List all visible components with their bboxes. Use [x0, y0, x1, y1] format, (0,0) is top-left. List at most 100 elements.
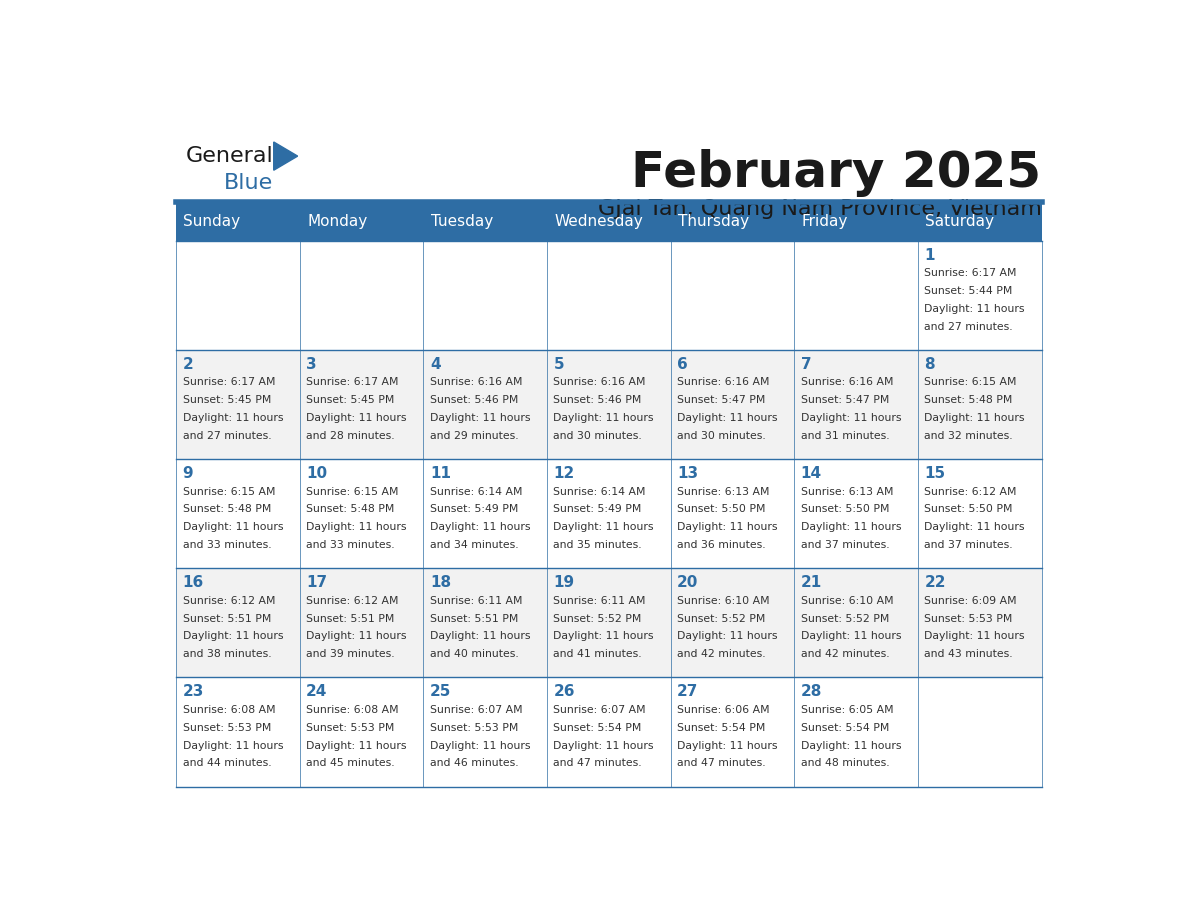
Text: Sunrise: 6:08 AM: Sunrise: 6:08 AM: [307, 705, 399, 715]
Text: Sunset: 5:46 PM: Sunset: 5:46 PM: [554, 396, 642, 406]
Text: Sunset: 5:53 PM: Sunset: 5:53 PM: [307, 722, 394, 733]
Text: and 39 minutes.: and 39 minutes.: [307, 649, 394, 659]
Text: Daylight: 11 hours: Daylight: 11 hours: [307, 413, 406, 423]
Text: Sunset: 5:53 PM: Sunset: 5:53 PM: [183, 722, 271, 733]
Text: Sunset: 5:48 PM: Sunset: 5:48 PM: [307, 504, 394, 514]
Text: Daylight: 11 hours: Daylight: 11 hours: [307, 632, 406, 642]
Bar: [176, 459, 1042, 568]
Text: Sunset: 5:48 PM: Sunset: 5:48 PM: [183, 504, 271, 514]
Text: Daylight: 11 hours: Daylight: 11 hours: [801, 632, 902, 642]
Text: Sunset: 5:52 PM: Sunset: 5:52 PM: [677, 613, 765, 623]
Text: Sunrise: 6:16 AM: Sunrise: 6:16 AM: [430, 377, 523, 387]
Text: Sunrise: 6:08 AM: Sunrise: 6:08 AM: [183, 705, 276, 715]
Text: Friday: Friday: [802, 214, 848, 229]
Text: and 43 minutes.: and 43 minutes.: [924, 649, 1013, 659]
Text: 14: 14: [801, 466, 822, 481]
Text: Sunset: 5:44 PM: Sunset: 5:44 PM: [924, 286, 1012, 297]
Text: Daylight: 11 hours: Daylight: 11 hours: [924, 304, 1025, 314]
Text: and 34 minutes.: and 34 minutes.: [430, 540, 518, 550]
Text: 8: 8: [924, 357, 935, 372]
Text: Sunrise: 6:17 AM: Sunrise: 6:17 AM: [307, 377, 399, 387]
Text: 12: 12: [554, 466, 575, 481]
Text: Sunset: 5:51 PM: Sunset: 5:51 PM: [183, 613, 271, 623]
Text: 28: 28: [801, 685, 822, 700]
Text: Daylight: 11 hours: Daylight: 11 hours: [430, 741, 530, 751]
Text: 13: 13: [677, 466, 699, 481]
Text: Sunset: 5:46 PM: Sunset: 5:46 PM: [430, 396, 518, 406]
Text: Sunset: 5:50 PM: Sunset: 5:50 PM: [924, 504, 1013, 514]
Text: 17: 17: [307, 576, 328, 590]
Text: 1: 1: [924, 248, 935, 263]
Text: Sunrise: 6:09 AM: Sunrise: 6:09 AM: [924, 596, 1017, 606]
Text: and 33 minutes.: and 33 minutes.: [183, 540, 271, 550]
Text: Sunset: 5:53 PM: Sunset: 5:53 PM: [430, 722, 518, 733]
Text: Daylight: 11 hours: Daylight: 11 hours: [677, 632, 778, 642]
Text: 11: 11: [430, 466, 450, 481]
Text: Daylight: 11 hours: Daylight: 11 hours: [677, 522, 778, 532]
Text: Daylight: 11 hours: Daylight: 11 hours: [554, 741, 653, 751]
Text: and 28 minutes.: and 28 minutes.: [307, 431, 394, 441]
Text: Sunrise: 6:10 AM: Sunrise: 6:10 AM: [677, 596, 770, 606]
Text: Daylight: 11 hours: Daylight: 11 hours: [307, 741, 406, 751]
Text: Sunrise: 6:11 AM: Sunrise: 6:11 AM: [430, 596, 523, 606]
Text: Daylight: 11 hours: Daylight: 11 hours: [430, 522, 530, 532]
Bar: [176, 677, 1042, 787]
Text: and 44 minutes.: and 44 minutes.: [183, 758, 271, 768]
Text: Blue: Blue: [225, 173, 273, 193]
Text: Sunset: 5:53 PM: Sunset: 5:53 PM: [924, 613, 1012, 623]
Text: Sunset: 5:47 PM: Sunset: 5:47 PM: [801, 396, 889, 406]
Text: Daylight: 11 hours: Daylight: 11 hours: [183, 632, 283, 642]
Text: Sunrise: 6:12 AM: Sunrise: 6:12 AM: [307, 596, 399, 606]
Text: Sunrise: 6:16 AM: Sunrise: 6:16 AM: [554, 377, 646, 387]
Text: and 36 minutes.: and 36 minutes.: [677, 540, 766, 550]
Text: and 48 minutes.: and 48 minutes.: [801, 758, 890, 768]
Text: Daylight: 11 hours: Daylight: 11 hours: [801, 741, 902, 751]
Bar: [176, 202, 1042, 241]
Text: 20: 20: [677, 576, 699, 590]
Text: 25: 25: [430, 685, 451, 700]
Text: Sunset: 5:50 PM: Sunset: 5:50 PM: [801, 504, 890, 514]
Text: Daylight: 11 hours: Daylight: 11 hours: [924, 413, 1025, 423]
Text: and 32 minutes.: and 32 minutes.: [924, 431, 1013, 441]
Text: General: General: [185, 146, 273, 166]
Text: GJai Tan, Quang Nam Province, Vietnam: GJai Tan, Quang Nam Province, Vietnam: [598, 198, 1042, 218]
Polygon shape: [273, 142, 298, 170]
Text: Sunset: 5:48 PM: Sunset: 5:48 PM: [924, 396, 1012, 406]
Text: and 27 minutes.: and 27 minutes.: [924, 322, 1013, 332]
Text: Sunrise: 6:15 AM: Sunrise: 6:15 AM: [924, 377, 1017, 387]
Text: and 37 minutes.: and 37 minutes.: [801, 540, 890, 550]
Text: Thursday: Thursday: [678, 214, 750, 229]
Text: Daylight: 11 hours: Daylight: 11 hours: [183, 522, 283, 532]
Text: Sunrise: 6:13 AM: Sunrise: 6:13 AM: [677, 487, 770, 497]
Text: Daylight: 11 hours: Daylight: 11 hours: [307, 522, 406, 532]
Text: Sunrise: 6:12 AM: Sunrise: 6:12 AM: [183, 596, 276, 606]
Text: Sunrise: 6:07 AM: Sunrise: 6:07 AM: [554, 705, 646, 715]
Text: Saturday: Saturday: [925, 214, 994, 229]
Text: and 30 minutes.: and 30 minutes.: [554, 431, 643, 441]
Text: Sunset: 5:50 PM: Sunset: 5:50 PM: [677, 504, 765, 514]
Text: Sunset: 5:49 PM: Sunset: 5:49 PM: [430, 504, 518, 514]
Text: February 2025: February 2025: [632, 149, 1042, 197]
Bar: [176, 568, 1042, 677]
Bar: [176, 241, 1042, 350]
Text: and 27 minutes.: and 27 minutes.: [183, 431, 271, 441]
Text: Sunset: 5:54 PM: Sunset: 5:54 PM: [554, 722, 642, 733]
Text: 26: 26: [554, 685, 575, 700]
Text: Sunrise: 6:15 AM: Sunrise: 6:15 AM: [307, 487, 399, 497]
Text: Sunrise: 6:16 AM: Sunrise: 6:16 AM: [801, 377, 893, 387]
Text: and 47 minutes.: and 47 minutes.: [554, 758, 642, 768]
Text: Sunrise: 6:10 AM: Sunrise: 6:10 AM: [801, 596, 893, 606]
Text: 10: 10: [307, 466, 328, 481]
Text: and 40 minutes.: and 40 minutes.: [430, 649, 519, 659]
Text: Daylight: 11 hours: Daylight: 11 hours: [677, 741, 778, 751]
Text: 2: 2: [183, 357, 194, 372]
Text: 9: 9: [183, 466, 194, 481]
Text: Sunset: 5:51 PM: Sunset: 5:51 PM: [430, 613, 518, 623]
Text: 3: 3: [307, 357, 317, 372]
Text: and 38 minutes.: and 38 minutes.: [183, 649, 271, 659]
Text: Daylight: 11 hours: Daylight: 11 hours: [183, 741, 283, 751]
Text: Sunrise: 6:17 AM: Sunrise: 6:17 AM: [183, 377, 276, 387]
Text: Sunday: Sunday: [183, 214, 241, 229]
Text: Daylight: 11 hours: Daylight: 11 hours: [554, 522, 653, 532]
Text: Monday: Monday: [308, 214, 367, 229]
